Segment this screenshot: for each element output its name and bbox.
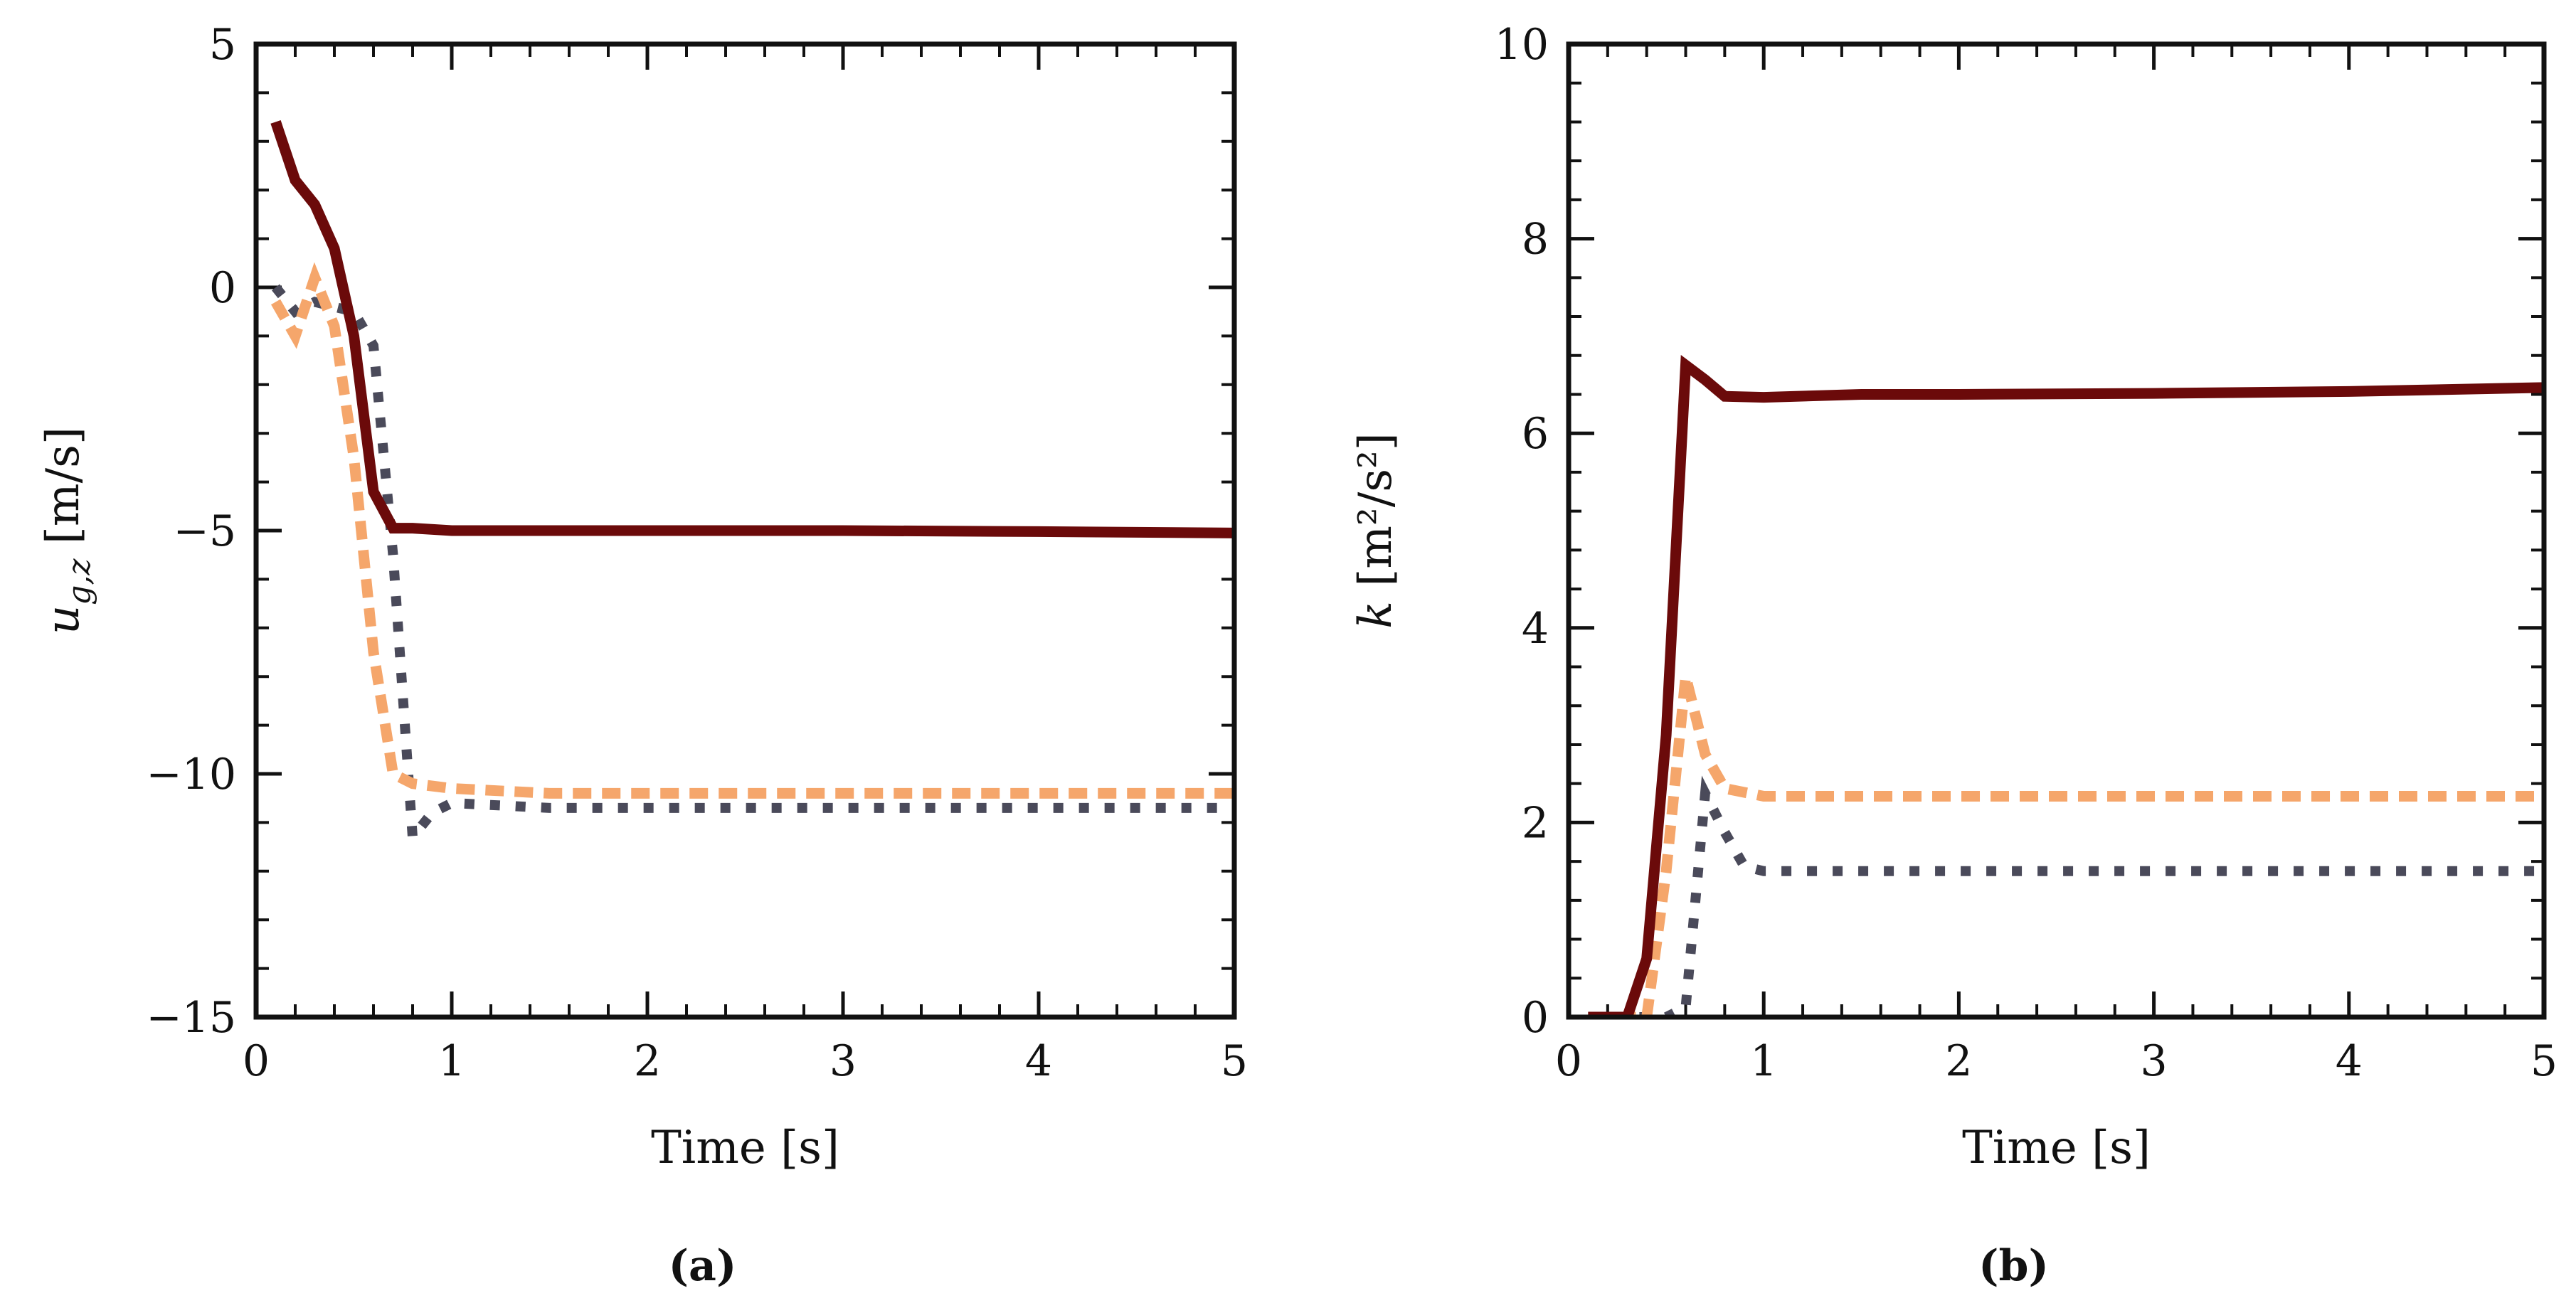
x-tick-label: 4 bbox=[1025, 1036, 1052, 1086]
y-tick-label: −15 bbox=[146, 993, 236, 1043]
panel-b-tick-labels: 0 1 2 3 4 5 0 2 4 6 8 10 bbox=[1495, 20, 2558, 1086]
panel-b-y-axis-label: k [m²/s²] bbox=[1350, 432, 1402, 628]
x-tick-label: 0 bbox=[1555, 1036, 1582, 1086]
x-tick-label: 5 bbox=[2530, 1036, 2558, 1086]
x-tick-label: 3 bbox=[2141, 1036, 2168, 1086]
panel-a-y-axis-unit: [m/s] bbox=[37, 427, 90, 558]
panel-b-series bbox=[1588, 354, 2544, 1017]
panel-a-y-axis-label: ug,z [m/s] bbox=[37, 427, 97, 634]
y-tick-label: 0 bbox=[1522, 993, 1549, 1043]
panel-b-y-axis-unit: [m²/s²] bbox=[1350, 432, 1402, 601]
x-tick-label: 2 bbox=[1945, 1036, 1972, 1086]
x-tick-label: 2 bbox=[634, 1036, 661, 1086]
panel-b-x-axis-label: Time [s] bbox=[1962, 1122, 2151, 1174]
x-tick-label: 5 bbox=[1221, 1036, 1248, 1086]
panel-b-chart: 0 1 2 3 4 5 0 2 4 6 8 10 Time [s] k [m²/s²] (b) bbox=[1350, 20, 2558, 1291]
y-tick-label: −5 bbox=[174, 506, 236, 556]
panel-a-caption: (a) bbox=[669, 1241, 737, 1291]
panel-a-y-axis-symbol: u bbox=[37, 605, 90, 634]
y-tick-label: 8 bbox=[1522, 215, 1549, 265]
series-line-dotted bbox=[1588, 775, 2544, 1017]
x-tick-label: 4 bbox=[2336, 1036, 2363, 1086]
panel-a-plot-frame bbox=[253, 41, 1237, 1020]
series-line-dotted bbox=[272, 284, 1234, 851]
series-line-solid bbox=[1588, 354, 2544, 1017]
x-tick-label: 1 bbox=[438, 1036, 465, 1086]
panel-a-chart: 0 1 2 3 4 5 5 0 −5 −10 −15 Time [s] ug,z [m/s] (a) bbox=[37, 20, 1248, 1291]
panel-a-y-axis-subscript: g,z bbox=[61, 558, 97, 605]
y-tick-label: −10 bbox=[146, 750, 236, 799]
y-tick-label: 5 bbox=[209, 20, 236, 70]
panel-a-series bbox=[270, 120, 1234, 851]
panel-b-caption: (b) bbox=[1978, 1241, 2049, 1291]
x-tick-label: 0 bbox=[243, 1036, 270, 1086]
y-tick-label: 10 bbox=[1495, 20, 1549, 70]
series-line-dashed bbox=[1588, 675, 2544, 1017]
panel-b-y-axis-symbol: k bbox=[1350, 601, 1402, 629]
series-line-solid bbox=[270, 120, 1234, 538]
y-tick-label: 6 bbox=[1522, 409, 1549, 459]
x-tick-label: 1 bbox=[1750, 1036, 1777, 1086]
series-line-dashed bbox=[270, 262, 1234, 799]
panel-a-x-axis-label: Time [s] bbox=[651, 1122, 839, 1174]
y-tick-label: 4 bbox=[1522, 604, 1549, 654]
y-tick-label: 2 bbox=[1522, 798, 1549, 848]
y-tick-label: 0 bbox=[209, 263, 236, 313]
x-tick-label: 3 bbox=[829, 1036, 857, 1086]
panel-a-tick-labels: 0 1 2 3 4 5 5 0 −5 −10 −15 bbox=[146, 20, 1248, 1086]
panel-b-plot-frame bbox=[1566, 41, 2547, 1020]
